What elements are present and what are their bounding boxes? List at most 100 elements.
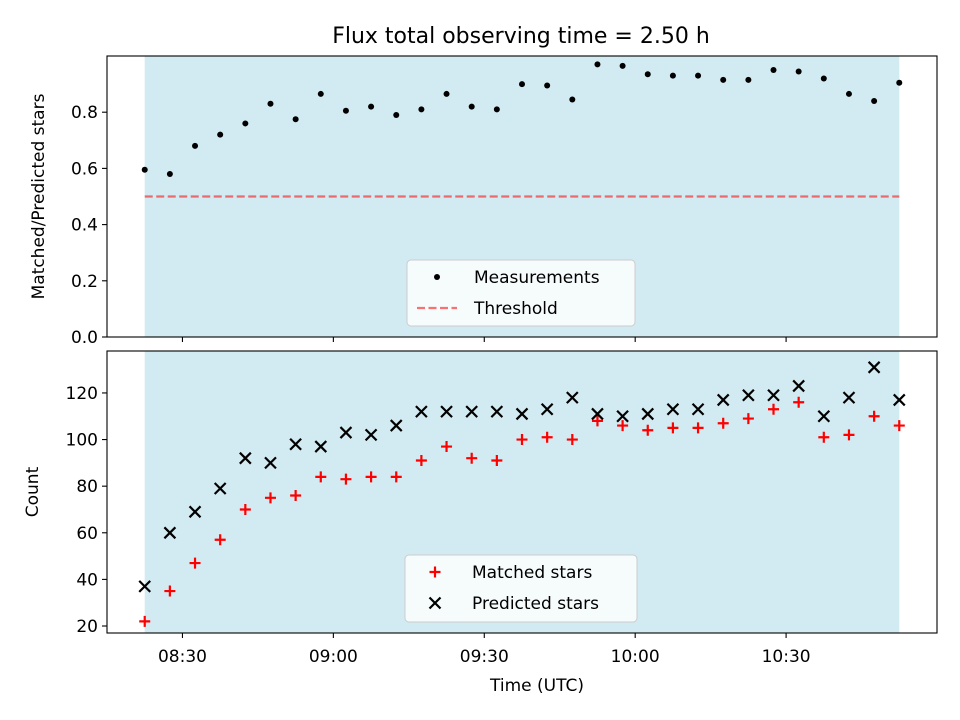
measurement-point — [695, 72, 702, 79]
y-tick-label: 20 — [76, 617, 98, 637]
predicted-stars-point — [364, 428, 378, 442]
matched-stars-point — [768, 403, 780, 415]
measurement-point — [468, 103, 475, 110]
predicted-stars-point — [817, 409, 831, 423]
measurement-point — [267, 100, 274, 107]
predicted-stars-point — [339, 426, 353, 439]
x-tick-label: 08:30 — [158, 647, 207, 667]
measurement-point — [669, 72, 676, 79]
legend: Measurements Threshold — [406, 259, 636, 327]
predicted-stars-point — [867, 361, 881, 374]
matched-stars-point — [365, 471, 377, 483]
legend-label: Matched stars — [472, 563, 592, 583]
measurement-point — [745, 76, 752, 83]
x-tick-label: 10:30 — [762, 647, 811, 667]
legend-label: Threshold — [473, 299, 558, 319]
measurement-point — [368, 103, 375, 110]
legend-label: Predicted stars — [472, 594, 599, 614]
measurement-point — [443, 90, 450, 97]
matched-stars-point — [239, 503, 251, 515]
predicted-stars-point — [892, 393, 906, 407]
y-tick-label: 0.4 — [71, 216, 98, 236]
measurement-point — [166, 171, 173, 178]
measurement-point — [619, 62, 626, 69]
predicted-stars-point — [389, 419, 403, 432]
predicted-stars-point — [415, 405, 428, 418]
x-axis-label: Time (UTC) — [489, 676, 584, 696]
measurement-point — [217, 131, 224, 138]
matched-stars-point — [315, 471, 327, 483]
measurement-point — [594, 61, 601, 68]
matched-stars-point — [868, 410, 880, 422]
predicted-stars-point — [213, 482, 227, 495]
legend-label: Measurements — [474, 268, 600, 288]
axes-frame — [106, 350, 938, 634]
matched-stars-point — [541, 431, 553, 443]
measurement-point — [242, 120, 249, 127]
matched-stars-point — [617, 420, 629, 432]
matched-stars-point — [793, 396, 805, 408]
x-tick-label: 09:30 — [460, 647, 509, 667]
matched-stars-point — [642, 424, 654, 436]
measurement-point — [795, 68, 802, 75]
measurement-point — [871, 97, 878, 104]
axes-frame — [106, 55, 938, 338]
measurement-point — [292, 116, 299, 123]
measurement-point — [493, 106, 500, 113]
y-tick-label: 100 — [66, 431, 98, 451]
legend-marker-predicted — [428, 596, 442, 610]
measurement-point — [896, 79, 903, 86]
y-tick-label: 0.6 — [71, 159, 98, 179]
measurement-point — [192, 142, 199, 149]
measurement-point — [845, 90, 852, 97]
predicted-stars-point — [188, 505, 202, 519]
top-axes: 0.0 0.2 0.4 0.6 0.8 Matched/Predicted stars Me… — [29, 55, 938, 348]
y-tick-label: 0.0 — [71, 328, 98, 348]
predicted-stars-point — [314, 440, 328, 453]
matched-stars-point — [893, 420, 905, 432]
measurement-point — [720, 76, 727, 83]
matched-stars-point — [441, 441, 453, 453]
predicted-stars-point — [138, 580, 152, 593]
predicted-stars-point — [540, 402, 554, 416]
matched-stars-point — [566, 434, 578, 446]
measurement-point — [418, 106, 425, 113]
measurement-point — [393, 112, 400, 119]
matched-stars-point — [843, 429, 855, 441]
predicted-stars-point — [289, 437, 302, 451]
matched-stars-point — [214, 534, 226, 546]
figure-title: Flux total observing time = 2.50 h — [332, 24, 710, 49]
matched-stars-point — [189, 557, 201, 569]
predicted-stars-point — [742, 389, 755, 402]
matched-stars-point — [139, 615, 151, 627]
predicted-stars-point — [767, 389, 780, 402]
legend-marker-measurements — [434, 274, 440, 280]
y-axis-label: Matched/Predicted stars — [29, 93, 49, 299]
predicted-stars-point — [566, 391, 579, 404]
y-tick-label: 0.2 — [71, 272, 98, 292]
predicted-stars-point — [591, 407, 604, 421]
measurement-point — [317, 90, 324, 97]
legend-frame — [406, 259, 636, 327]
predicted-stars-point — [465, 405, 478, 418]
matched-stars-point — [591, 415, 603, 427]
matched-stars-point — [290, 489, 302, 501]
legend-frame — [404, 554, 638, 623]
x-tick-label: 09:00 — [309, 647, 358, 667]
legend-marker-matched — [429, 566, 441, 578]
measurement-point — [770, 67, 777, 74]
y-axis-label: Count — [23, 466, 43, 517]
matched-stars-point — [742, 413, 754, 425]
predicted-stars-point — [239, 451, 252, 465]
predicted-stars-point — [490, 405, 504, 418]
measurement-point — [569, 96, 576, 103]
matched-stars-point — [491, 455, 503, 467]
matched-stars-point — [717, 417, 729, 429]
predicted-stars-point — [641, 407, 655, 421]
measurement-point — [342, 107, 349, 114]
y-tick-label: 0.8 — [71, 103, 98, 123]
measurement-point — [519, 81, 525, 88]
predicted-stars-point — [515, 407, 529, 421]
matched-stars-point — [390, 471, 402, 483]
